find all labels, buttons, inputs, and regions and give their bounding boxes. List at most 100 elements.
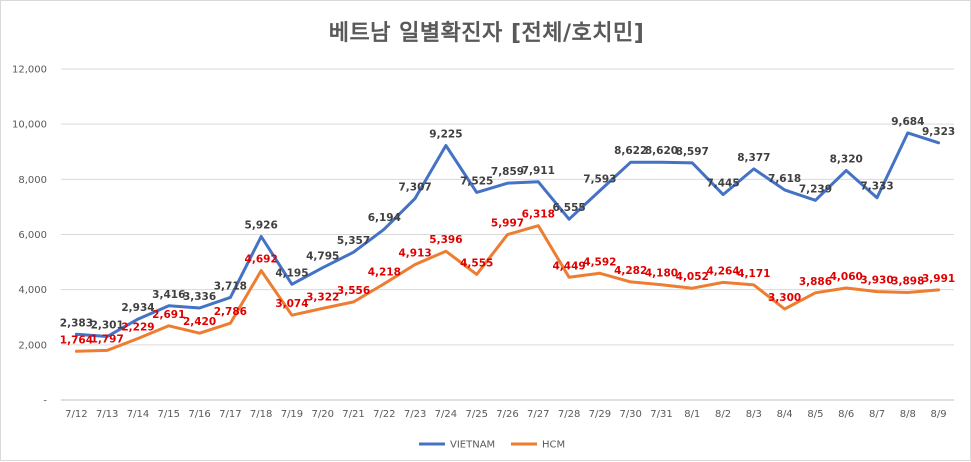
y-tick-label: 8,000: [18, 175, 47, 186]
x-tick-label: 7/24: [435, 409, 457, 420]
data-label-vietnam: 6,194: [368, 212, 401, 224]
x-tick-label: 7/30: [619, 409, 641, 420]
data-label-vietnam: 7,445: [706, 178, 739, 190]
data-label-hcm: 4,264: [706, 265, 739, 277]
data-label-vietnam: 3,336: [183, 291, 216, 303]
data-label-vietnam: 7,911: [522, 165, 555, 177]
x-tick-label: 7/17: [219, 409, 241, 420]
x-tick-label: 7/23: [404, 409, 426, 420]
data-label-hcm: 4,282: [614, 265, 647, 277]
data-label-hcm: 4,913: [399, 247, 432, 259]
y-tick-label: 6,000: [18, 230, 47, 241]
x-tick-label: 7/22: [373, 409, 395, 420]
x-tick-label: 7/28: [558, 409, 580, 420]
data-label-vietnam: 7,307: [399, 181, 432, 193]
x-tick-label: 7/31: [650, 409, 672, 420]
data-label-hcm: 4,555: [460, 257, 493, 269]
data-label-vietnam: 8,597: [676, 146, 709, 158]
data-label-hcm: 3,886: [799, 276, 832, 288]
data-label-vietnam: 9,684: [891, 116, 924, 128]
series-line-vietnam: [74, 131, 941, 338]
data-label-vietnam: 7,859: [491, 166, 524, 178]
data-label-vietnam: 3,718: [214, 280, 247, 292]
data-label-hcm: 2,229: [121, 322, 154, 334]
legend-label-vietnam: VIETNAM: [450, 440, 495, 451]
data-label-vietnam: 2,383: [60, 317, 93, 329]
x-tick-label: 7/13: [96, 409, 118, 420]
data-label-hcm: 3,300: [768, 292, 801, 304]
y-tick-label: 10,000: [12, 120, 47, 131]
data-label-vietnam: 2,934: [121, 302, 154, 314]
data-label-hcm: 5,396: [429, 234, 462, 246]
chart-title: 베트남 일별확진자 [전체/호치민]: [328, 21, 645, 46]
series-line-hcm: [74, 224, 941, 353]
data-label-hcm: 3,991: [922, 273, 955, 285]
data-label-hcm: 3,556: [337, 285, 370, 297]
data-label-vietnam: 3,416: [152, 289, 185, 301]
y-tick-label: 2,000: [18, 340, 47, 351]
data-label-vietnam: 6,555: [552, 202, 585, 214]
data-label-vietnam: 5,357: [337, 235, 370, 247]
y-tick-label: 12,000: [12, 65, 47, 76]
data-label-vietnam: 5,926: [245, 220, 278, 232]
x-tick-label: 7/12: [65, 409, 87, 420]
data-label-hcm: 4,449: [552, 260, 585, 272]
data-label-vietnam: 8,620: [645, 145, 678, 157]
data-label-vietnam: 7,239: [799, 183, 832, 195]
y-tick-label: -: [43, 396, 47, 407]
data-label-hcm: 4,692: [245, 254, 278, 266]
data-label-hcm: 3,074: [275, 298, 308, 310]
x-tick-label: 8/3: [746, 409, 762, 420]
data-label-hcm: 4,592: [583, 256, 616, 268]
data-label-vietnam: 8,320: [830, 154, 863, 166]
data-label-hcm: 3,898: [891, 275, 924, 287]
data-label-hcm: 1,764: [60, 334, 93, 346]
data-label-hcm: 4,218: [368, 267, 401, 279]
x-tick-label: 7/20: [312, 409, 334, 420]
data-label-vietnam: 7,618: [768, 173, 801, 185]
data-label-hcm: 3,322: [306, 291, 339, 303]
x-tick-label: 7/18: [250, 409, 272, 420]
data-label-vietnam: 8,622: [614, 145, 647, 157]
x-tick-label: 8/8: [900, 409, 916, 420]
data-label-hcm: 4,052: [676, 271, 709, 283]
data-label-hcm: 5,997: [491, 218, 524, 230]
x-tick-label: 8/2: [715, 409, 731, 420]
x-tick-label: 7/26: [496, 409, 518, 420]
data-label-vietnam: 4,795: [306, 251, 339, 263]
legend-label-hcm: HCM: [542, 440, 565, 451]
data-label-hcm: 3,930: [860, 275, 893, 287]
legend: VIETNAM HCM: [419, 440, 565, 451]
x-tick-label: 8/1: [684, 409, 700, 420]
x-tick-label: 8/9: [931, 409, 947, 420]
x-tick-label: 7/21: [342, 409, 364, 420]
data-label-hcm: 4,060: [830, 271, 863, 283]
data-label-vietnam: 8,377: [737, 152, 770, 164]
x-tick-label: 7/14: [127, 409, 149, 420]
data-label-hcm: 1,797: [91, 333, 124, 345]
data-label-vietnam: 2,301: [91, 320, 124, 332]
data-label-hcm: 2,420: [183, 316, 216, 328]
gridlines: [61, 68, 954, 401]
data-label-vietnam: 7,333: [860, 181, 893, 193]
x-tick-label: 7/27: [527, 409, 549, 420]
y-tick-label: 4,000: [18, 285, 47, 296]
data-label-vietnam: 7,525: [460, 175, 493, 187]
x-tick-label: 8/5: [807, 409, 823, 420]
x-tick-label: 8/7: [869, 409, 885, 420]
data-label-hcm: 2,786: [214, 306, 247, 318]
data-label-vietnam: 9,323: [922, 126, 955, 138]
x-tick-label: 7/16: [188, 409, 210, 420]
x-tick-label: 7/15: [158, 409, 180, 420]
x-tick-label: 7/19: [281, 409, 303, 420]
data-label-hcm: 4,171: [737, 268, 770, 280]
x-tick-label: 7/29: [589, 409, 611, 420]
data-label-hcm: 4,180: [645, 268, 678, 280]
x-tick-label: 8/6: [838, 409, 854, 420]
data-label-vietnam: 7,593: [583, 174, 616, 186]
data-label-vietnam: 4,195: [275, 267, 308, 279]
data-label-hcm: 2,691: [152, 309, 185, 321]
data-label-vietnam: 9,225: [429, 129, 462, 141]
